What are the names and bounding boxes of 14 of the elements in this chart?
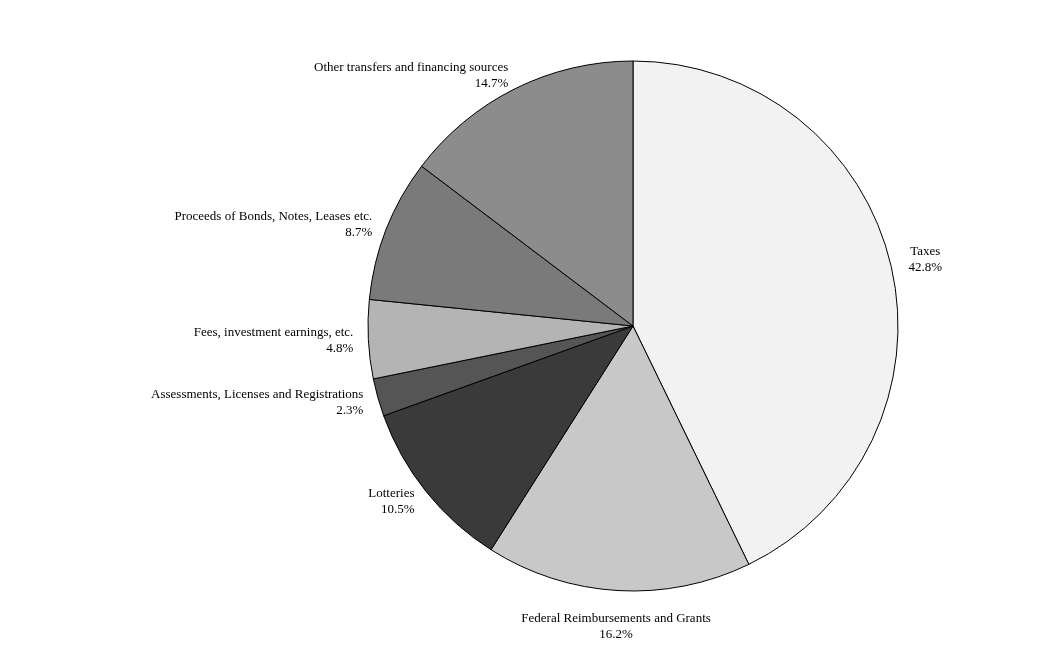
data-label: 2.3% <box>336 401 364 417</box>
slice-label: Fees, investment earnings, etc. <box>193 324 354 340</box>
slice-label: Taxes <box>910 242 941 258</box>
slice-label: Lotteries <box>368 485 415 501</box>
data-label: 10.5% <box>380 501 415 517</box>
slice-label: Proceeds of Bonds, Notes, Leases etc. <box>174 207 373 223</box>
data-label: 14.7% <box>474 75 509 91</box>
slice-label: Assessments, Licenses and Registrations <box>151 385 364 401</box>
data-label: 8.7% <box>345 223 373 239</box>
slice-label: Other transfers and financing sources <box>314 59 509 75</box>
data-label: 4.8% <box>326 340 354 356</box>
data-label: 42.8% <box>908 258 943 274</box>
data-label: 16.2% <box>599 625 633 641</box>
slice-label: Federal Reimbursements and Grants <box>521 609 711 625</box>
